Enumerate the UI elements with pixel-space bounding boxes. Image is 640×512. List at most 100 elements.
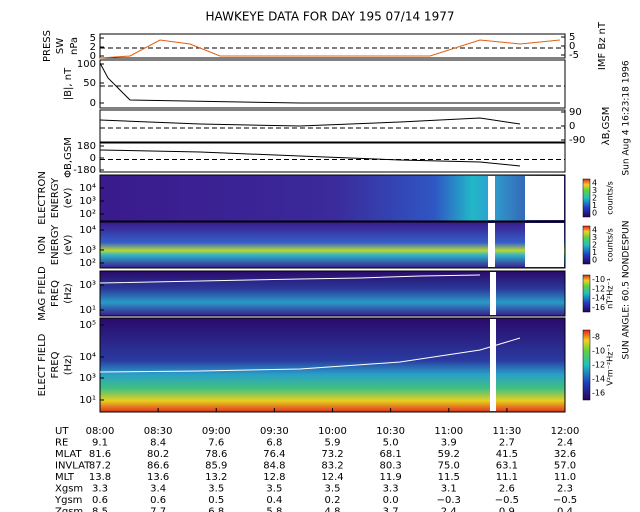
y-tick-label: 2 <box>90 42 96 53</box>
data-gap <box>490 319 496 411</box>
y-tick-label: 50 <box>83 78 96 89</box>
ephemeris-value: 76.4 <box>263 449 285 460</box>
y-axis-label: ELECTRON <box>37 171 48 225</box>
colorbar-label: counts/s <box>606 228 615 262</box>
y-tick-label: 10³ <box>79 373 96 384</box>
colorbar-tick-label: 1 <box>592 248 597 257</box>
ephemeris-value: 12.8 <box>263 472 285 483</box>
ephemeris-value: 2.3 <box>557 484 573 495</box>
colorbar <box>582 329 591 401</box>
ephemeris-value: 32.6 <box>554 449 576 460</box>
ephemeris-value: 4.8 <box>325 507 341 512</box>
ephemeris-value: 0.0 <box>383 495 399 506</box>
ephemeris-value: −0.5 <box>553 495 577 506</box>
ephemeris-value: 10:30 <box>376 426 405 437</box>
y-tick-label: 100 <box>77 59 96 70</box>
ephemeris-value: 75.0 <box>438 461 460 472</box>
ephemeris-value: 8.4 <box>150 438 166 449</box>
ephemeris-value: 13.6 <box>147 472 169 483</box>
ephemeris-value: 11.1 <box>496 472 518 483</box>
y-tick-label: -180 <box>73 165 96 176</box>
colorbar-tick-label: 3 <box>592 233 597 242</box>
sun-angle: SUN ANGLE: 60.5 NONDESPUN <box>622 221 632 360</box>
colorbar-tick-label: 4 <box>592 178 597 187</box>
data-gap <box>488 176 495 220</box>
ephemeris-value: 0.2 <box>325 495 341 506</box>
colorbar-tick-label: -8 <box>592 333 600 342</box>
colorbar-tick-label: 3 <box>592 186 597 195</box>
y-tick-label: 10³ <box>79 280 96 291</box>
ephemeris-value: 0.6 <box>92 495 108 506</box>
colorbar <box>582 225 591 265</box>
ephemeris-value: 13.8 <box>89 472 111 483</box>
colorbar-tick-label: 1 <box>592 201 597 210</box>
ephemeris-value: 86.6 <box>147 461 169 472</box>
data-gap <box>490 272 496 315</box>
y-axis-label: PRESS <box>42 30 53 62</box>
y-axis-label: MAG FIELD <box>37 266 48 321</box>
y-tick-label: 10³ <box>79 245 96 256</box>
ephemeris-value: 12.4 <box>321 472 343 483</box>
y-axis-label: (Hz) <box>63 283 74 304</box>
ephemeris-value: 0.5 <box>208 495 224 506</box>
ephemeris-value: 83.2 <box>321 461 343 472</box>
ephemeris-value: 2.4 <box>557 438 573 449</box>
ephemeris-value: 63.1 <box>496 461 518 472</box>
lambda-trace <box>99 117 521 127</box>
ephemeris-value: 3.3 <box>383 484 399 495</box>
panel-frame <box>99 59 566 109</box>
data-gap <box>525 223 564 267</box>
colorbar <box>582 274 591 313</box>
data-gap <box>525 176 564 220</box>
cyclotron-trace <box>99 274 481 284</box>
ephemeris-value: 0.4 <box>266 495 282 506</box>
y-tick-label: 5 <box>90 33 96 44</box>
colorbar-tick-label: -16 <box>592 303 605 312</box>
ephemeris-value: 41.5 <box>496 449 518 460</box>
panel-frame <box>99 109 566 143</box>
y-axis-label: ΦB,GSM <box>63 137 74 178</box>
colorbar-tick-label: -12 <box>592 361 605 370</box>
y-axis-label: |B|, nT <box>63 67 74 100</box>
data-gap <box>488 223 495 267</box>
colorbar-tick-label: 2 <box>592 241 597 250</box>
ephemeris-value: 5.9 <box>325 438 341 449</box>
ephemeris-value: 08:00 <box>86 426 115 437</box>
ephemeris-value: 2.6 <box>499 484 515 495</box>
ephemeris-value: 0.6 <box>150 495 166 506</box>
phi-trace <box>99 149 521 167</box>
y-axis-label: FREQ <box>50 280 61 307</box>
panel-frame <box>99 174 566 222</box>
y2-tick-label: -90 <box>569 135 585 146</box>
colorbar-label: counts/s <box>606 181 615 215</box>
ephemeris-value: 3.1 <box>441 484 457 495</box>
ephemeris-value: 6.8 <box>208 507 224 512</box>
ephemeris-value: 85.9 <box>205 461 227 472</box>
colorbar-tick-label: -10 <box>592 275 605 284</box>
y-tick-label: 180 <box>77 141 96 152</box>
y-axis-label: (eV) <box>63 188 74 209</box>
ephemeris-value: −0.3 <box>437 495 461 506</box>
ephemeris-value: 0.4 <box>557 507 573 512</box>
plasma-trace <box>99 337 521 373</box>
ephemeris-value: 3.5 <box>208 484 224 495</box>
colorbar-tick-label: -12 <box>592 284 605 293</box>
ephemeris-value: 09:00 <box>202 426 231 437</box>
y-tick-label: 10⁴ <box>79 183 96 194</box>
colorbar-tick-label: -16 <box>592 389 605 398</box>
panel-frame <box>99 317 566 413</box>
ephemeris-value: 84.8 <box>263 461 285 472</box>
title: HAWKEYE DATA FOR DAY 195 07/14 1977 <box>206 10 455 24</box>
ephemeris-value: 08:30 <box>144 426 173 437</box>
y2-tick-label: -5 <box>569 50 579 61</box>
y-tick-label: 10⁴ <box>79 352 96 363</box>
ephemeris-value: 13.2 <box>205 472 227 483</box>
y-tick-label: 10² <box>79 209 96 220</box>
ephemeris-label: INVLAT <box>55 461 91 472</box>
ephemeris-value: 9.1 <box>92 438 108 449</box>
panel-frame <box>99 221 566 269</box>
ephemeris-value: 7.6 <box>208 438 224 449</box>
y-axis-label: ION <box>37 236 48 254</box>
ephemeris-value: 11:00 <box>434 426 463 437</box>
